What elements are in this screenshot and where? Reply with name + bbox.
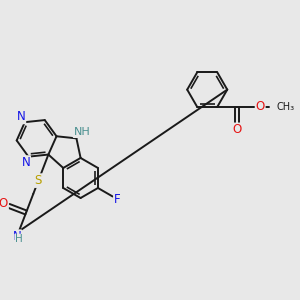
Text: O: O — [256, 100, 265, 113]
Text: F: F — [114, 193, 121, 206]
Text: CH₃: CH₃ — [277, 102, 295, 112]
Text: H: H — [15, 235, 23, 244]
Text: N: N — [21, 156, 30, 169]
Text: N: N — [13, 230, 21, 243]
Text: N: N — [16, 110, 26, 123]
Text: O: O — [0, 197, 8, 210]
Text: S: S — [35, 174, 42, 187]
Text: NH: NH — [74, 127, 90, 137]
Text: O: O — [232, 123, 242, 136]
